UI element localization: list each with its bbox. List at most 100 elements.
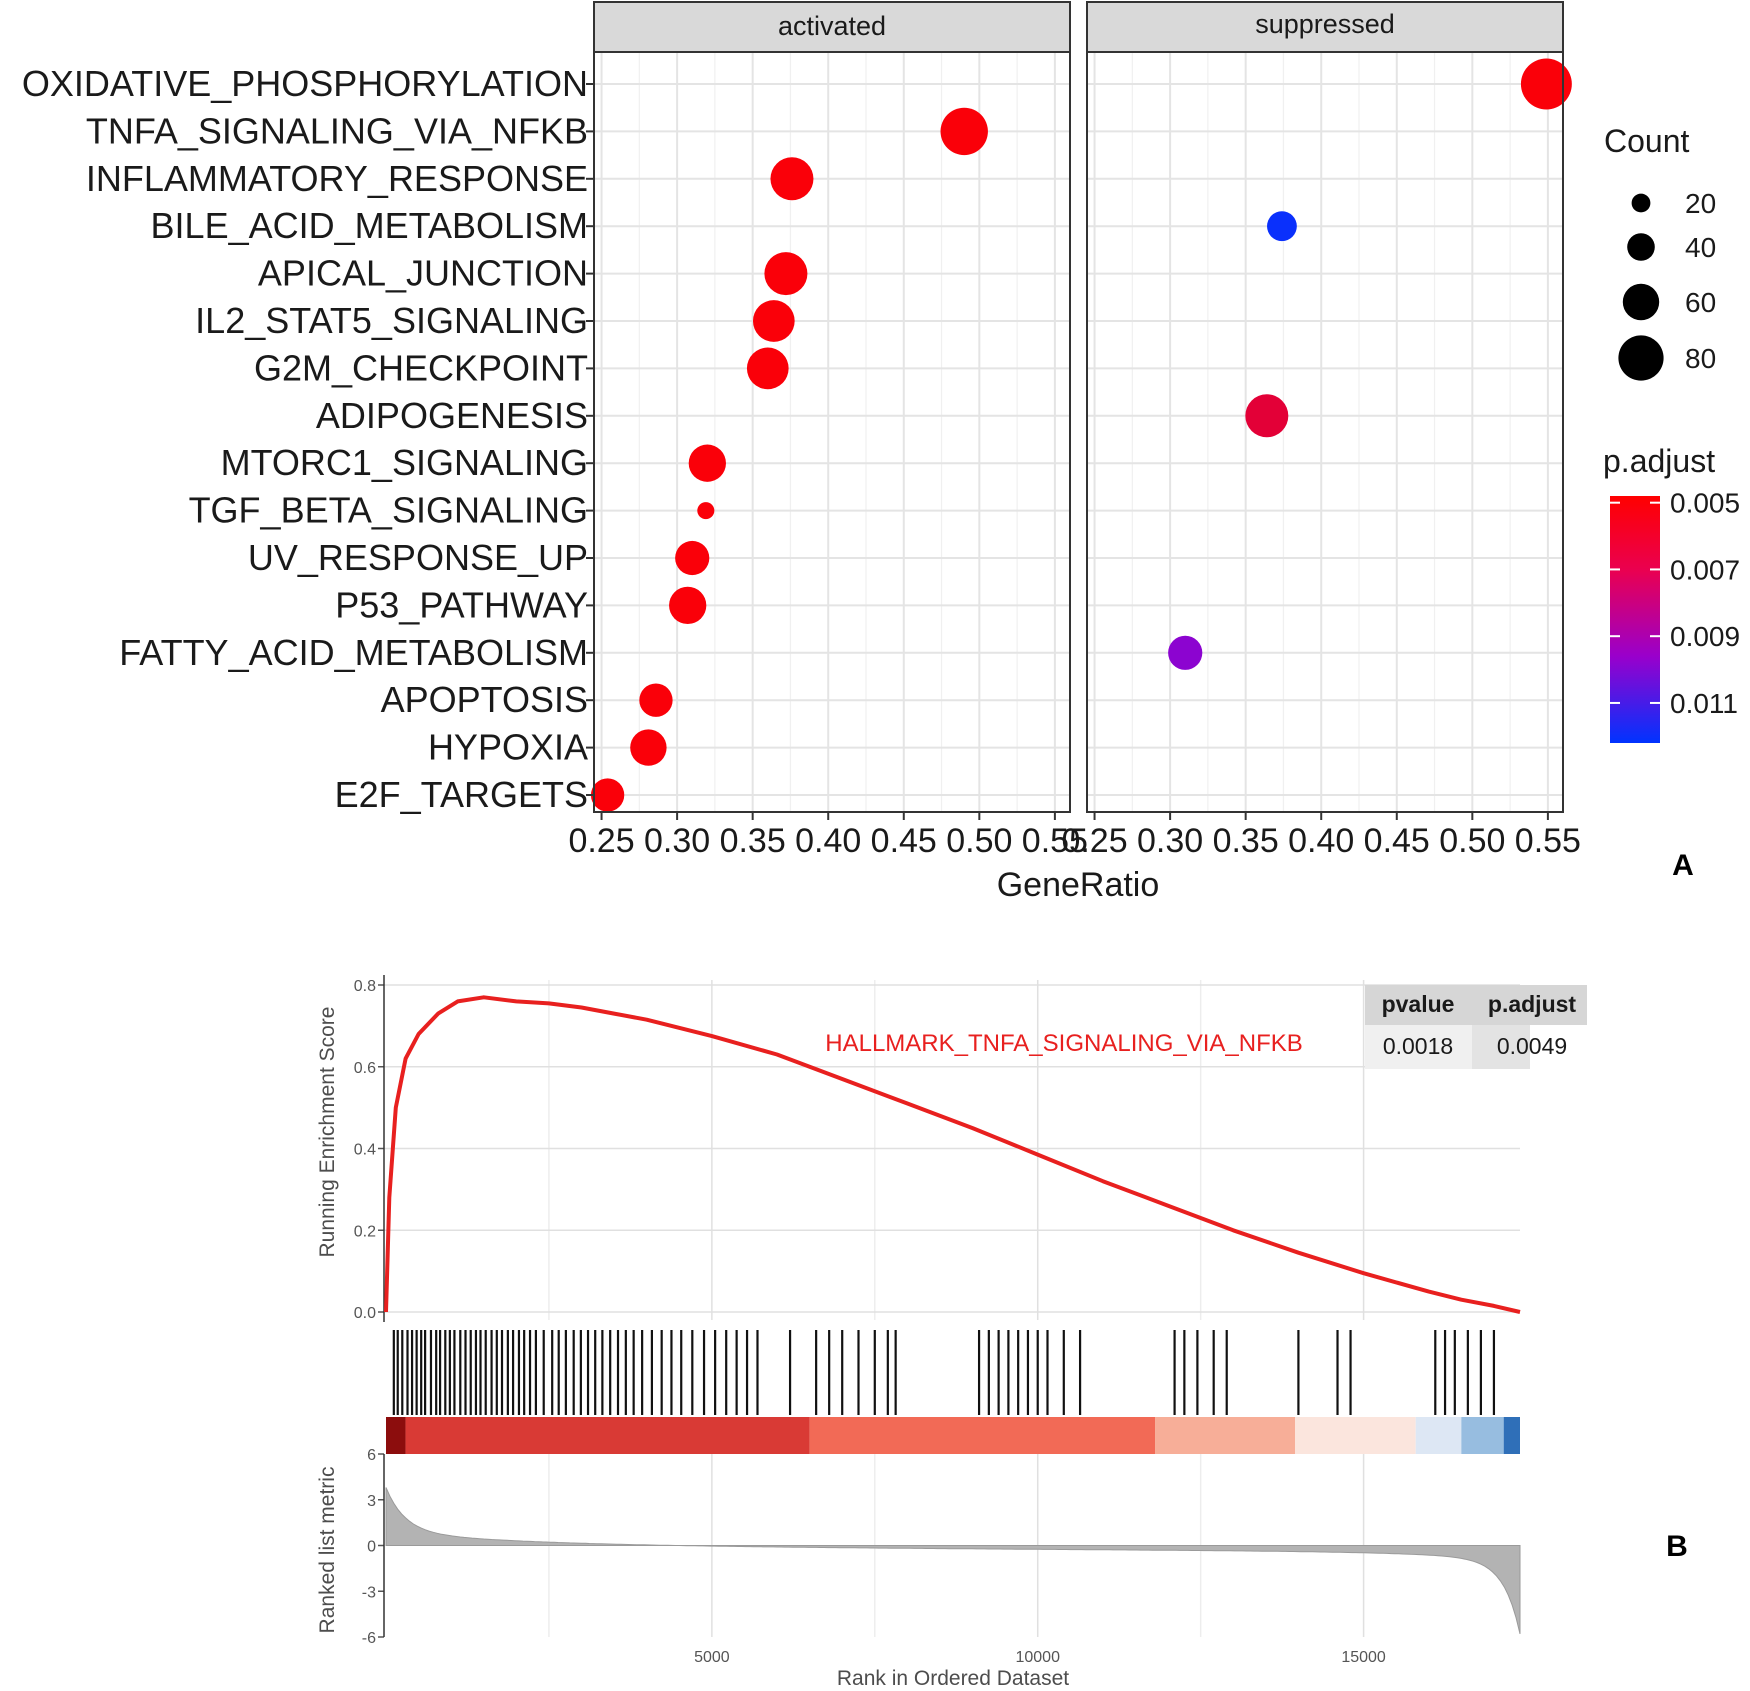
dotplot-points xyxy=(590,58,1572,812)
x-tick-label: 0.50 xyxy=(1439,822,1505,860)
x-tick-label: 0.30 xyxy=(1137,822,1203,860)
rank-color-band-segment xyxy=(1295,1417,1416,1454)
colorbar-tick-label: 0.005 xyxy=(1670,488,1740,519)
facet-frame-suppressed xyxy=(1086,51,1564,813)
rank-xtick-label: 10000 xyxy=(1015,1649,1060,1666)
facet-background xyxy=(1087,52,1563,812)
ranked-metric-plot: 5000 10000 15000 -6 -3 0 3 6 xyxy=(362,1447,1521,1666)
count-legend-dot xyxy=(1622,283,1660,321)
y-axis-label: E2F_TARGETS xyxy=(335,774,588,815)
x-tick-label: 0.25 xyxy=(1061,822,1127,860)
count-legend-title: Count xyxy=(1604,123,1690,159)
gsea-panel: 0.0 0.2 0.4 0.6 0.8 5000 10000 15000 -6 -3 0 3 6 Ru… xyxy=(316,975,1688,1690)
dotplot-grid xyxy=(594,52,1563,812)
y-axis-label: IL2_STAT5_SIGNALING xyxy=(195,300,588,341)
rank-color-band-segment xyxy=(809,1417,1156,1454)
x-axis-ticks: 0.25 0.30 0.35 0.40 0.45 0.50 0.550.25 0.30 0.35… xyxy=(568,812,1581,860)
y-axis-label: TGF_BETA_SIGNALING xyxy=(189,490,588,531)
running-score-ytick-label: 0.4 xyxy=(354,1142,376,1159)
dot-suppressed-bile-acid-metabolism xyxy=(1267,211,1297,242)
running-score-axis-title: Running Enrichment Score xyxy=(316,1007,339,1258)
x-tick-label: 0.35 xyxy=(1213,822,1279,860)
dot-activated-hypoxia xyxy=(630,729,667,766)
running-score-ytick-label: 0.0 xyxy=(354,1305,376,1322)
y-axis-label: BILE_ACID_METABOLISM xyxy=(151,205,588,246)
colorbar-tick-label: 0.011 xyxy=(1670,688,1738,719)
x-tick-label: 0.30 xyxy=(644,822,710,860)
x-tick-label: 0.35 xyxy=(720,822,786,860)
table-header-padjust: p.adjust xyxy=(1488,991,1577,1017)
y-axis-label: ADIPOGENESIS xyxy=(316,395,588,436)
p-adjust-legend-title: p.adjust xyxy=(1603,443,1715,479)
ranked-metric-ytick-label: 0 xyxy=(367,1539,376,1556)
running-score-ytick-label: 0.8 xyxy=(354,978,376,995)
y-axis-label: INFLAMMATORY_RESPONSE xyxy=(86,158,588,199)
table-header-pvalue: pvalue xyxy=(1382,991,1455,1017)
rank-color-band-segment xyxy=(1503,1417,1520,1454)
dot-activated-g2m-checkpoint xyxy=(746,347,789,390)
rank-xtick-label: 15000 xyxy=(1341,1649,1386,1666)
rank-xtick-label: 5000 xyxy=(694,1649,730,1666)
dot-suppressed-adipogenesis xyxy=(1245,394,1289,438)
rank-color-band-segment xyxy=(1155,1417,1296,1454)
colorbar-tick-label: 0.007 xyxy=(1670,554,1740,585)
ranked-metric-ytick-label: -3 xyxy=(362,1584,376,1601)
x-tick-label: 0.50 xyxy=(946,822,1012,860)
dot-suppressed-fatty-acid-metabolism xyxy=(1168,635,1203,670)
y-axis-label: APICAL_JUNCTION xyxy=(258,253,588,294)
dot-activated-tgf-beta-signaling xyxy=(697,502,715,520)
dotplot-panel: activated suppressed OXIDATIVE_PHOSPHORY… xyxy=(22,1,1740,904)
running-enrichment-curve xyxy=(384,995,1521,1314)
table-value-padjust: 0.0049 xyxy=(1497,1033,1567,1059)
x-tick-label: 0.45 xyxy=(871,822,937,860)
count-legend-dot xyxy=(1631,193,1651,213)
dot-activated-mtorc1-signaling xyxy=(688,444,726,482)
facet-frame-activated xyxy=(593,51,1071,813)
running-score-plot: 0.0 0.2 0.4 0.6 0.8 xyxy=(354,975,1521,1322)
x-tick-label: 0.55 xyxy=(1515,822,1581,860)
ranked-metric-axis-title: Ranked list metric xyxy=(316,1467,339,1634)
facet-label-activated: activated xyxy=(778,11,886,41)
dot-activated-p53-pathway xyxy=(669,586,707,625)
y-axis-labels: OXIDATIVE_PHOSPHORYLATION TNFA_SIGNALING_… xyxy=(22,63,594,815)
count-legend-dot xyxy=(1618,335,1664,381)
y-axis-label: APOPTOSIS xyxy=(381,679,588,720)
y-axis-label: UV_RESPONSE_UP xyxy=(248,537,588,578)
ranked-metric-area xyxy=(385,1487,1521,1635)
rank-color-band-segment xyxy=(1461,1417,1504,1454)
running-score-ytick-label: 0.2 xyxy=(354,1223,376,1240)
gsea-title: HALLMARK_TNFA_SIGNALING_VIA_NFKB xyxy=(825,1030,1303,1057)
x-tick-label: 0.40 xyxy=(1288,822,1354,860)
dot-activated-e2f-targets xyxy=(590,778,625,812)
table-header-cell xyxy=(1472,985,1587,1025)
table-cell xyxy=(1472,1025,1530,1069)
count-legend-label: 20 xyxy=(1685,188,1716,219)
rank-axis-title: Rank in Ordered Dataset xyxy=(837,1667,1069,1690)
x-tick-label: 0.55 xyxy=(1022,822,1088,860)
colorbar-tick-label: 0.009 xyxy=(1670,621,1740,652)
running-score-ytick-label: 0.6 xyxy=(354,1060,376,1077)
y-axis-label: OXIDATIVE_PHOSPHORYLATION xyxy=(22,63,588,104)
dot-activated-inflammatory-response xyxy=(770,157,814,201)
y-axis-label: P53_PATHWAY xyxy=(335,584,588,625)
gene-hit-barcode xyxy=(392,1330,1496,1415)
count-legend: Count 20 40 60 80 xyxy=(1604,123,1716,381)
y-axis-label: HYPOXIA xyxy=(428,727,588,768)
ranked-metric-ytick-label: 6 xyxy=(367,1447,376,1464)
ranked-metric-ytick-label: -6 xyxy=(362,1630,376,1647)
dot-activated-il2-stat5-signaling xyxy=(752,300,795,342)
x-tick-label: 0.25 xyxy=(568,822,634,860)
x-axis-title: GeneRatio xyxy=(997,866,1160,904)
stats-table: pvalue p.adjust 0.0018 0.0049 xyxy=(1365,985,1587,1069)
count-legend-label: 80 xyxy=(1685,343,1716,374)
dot-activated-apical-junction xyxy=(764,252,808,296)
x-tick-label: 0.40 xyxy=(795,822,861,860)
p-adjust-legend: p.adjust 0.005 0.007 0.009 0.011 xyxy=(1603,443,1740,743)
rank-color-band xyxy=(386,1417,1520,1454)
facet-strip-suppressed xyxy=(1086,1,1564,53)
dot-activated-apoptosis xyxy=(639,683,673,717)
x-tick-label: 0.45 xyxy=(1364,822,1430,860)
count-legend-label: 40 xyxy=(1685,232,1716,263)
table-header-cell xyxy=(1365,985,1472,1025)
dot-suppressed-oxidative-phosphorylation xyxy=(1520,58,1572,110)
